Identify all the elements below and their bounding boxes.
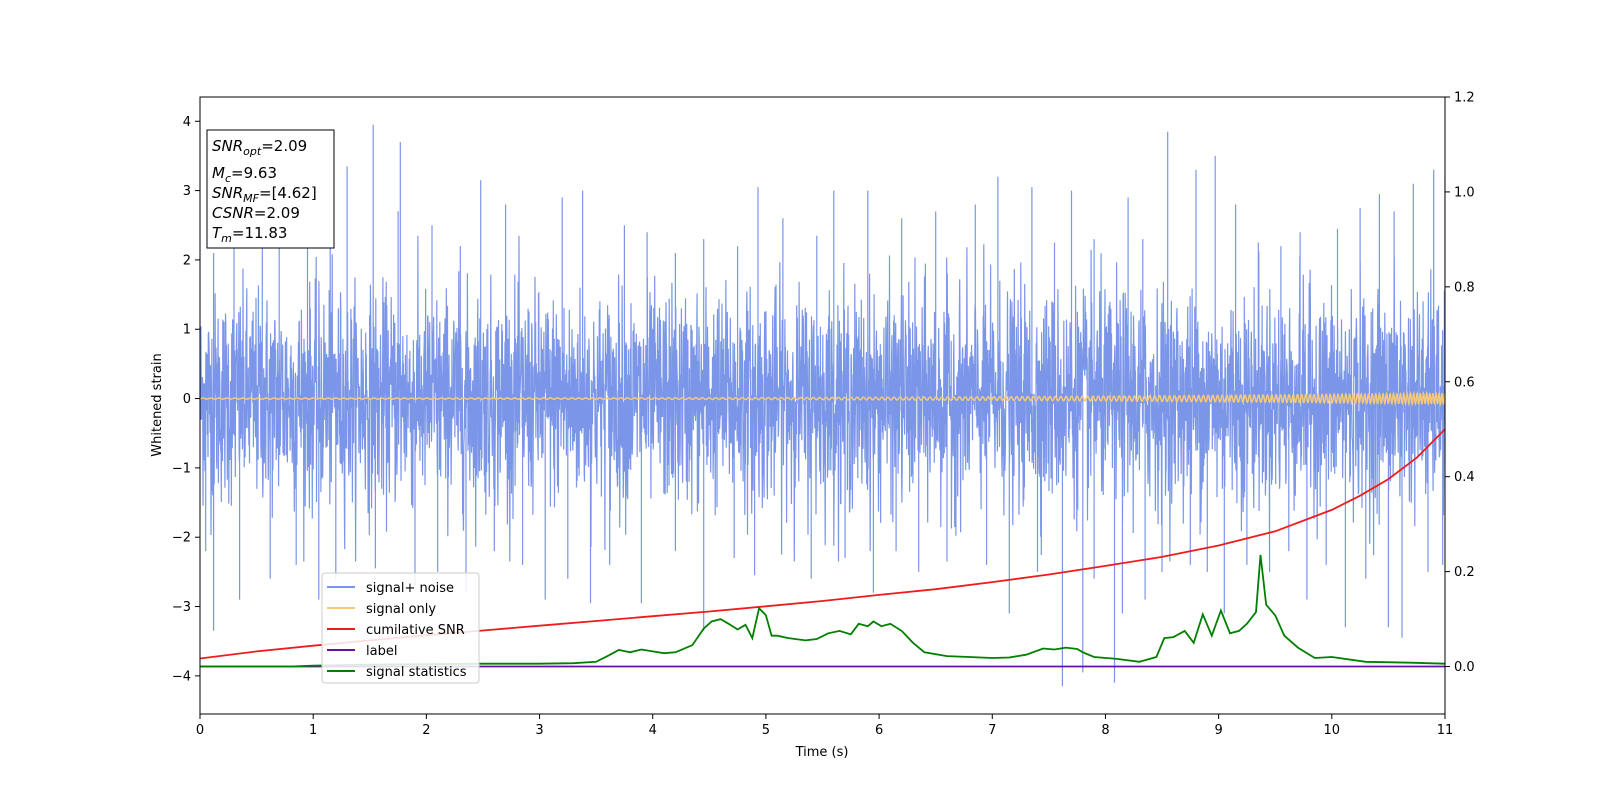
info-tm: Tm=11.83 [212,224,287,245]
y-left-tick-label: 1 [183,323,191,338]
x-tick-label: 11 [1437,723,1454,738]
y-right-tick-label: 1.2 [1454,91,1475,106]
y-left-tick-label: 3 [183,184,191,199]
x-tick-label: 7 [988,723,996,738]
y-left-tick-label: −4 [172,669,191,684]
x-tick-label: 4 [649,723,657,738]
y-right-tick-label: 0.4 [1454,470,1475,485]
y-right-tick-label: 0.2 [1454,565,1475,580]
info-snr-opt: SNRopt=2.09 [212,137,307,158]
x-tick-label: 0 [196,723,204,738]
y-left-tick-label: −3 [172,600,191,615]
x-tick-label: 9 [1214,723,1222,738]
x-tick-label: 3 [535,723,543,738]
tick-layer: 0 1 2 3 4 5 6 7 8 9 10 1143210−1−2−3−41.21.00.80.60… [172,91,1475,739]
info-mc: Mc=9.63 [212,164,277,185]
legend-frame [321,572,480,684]
series-signal-noise-line [200,124,1445,687]
y-left-tick-label: 4 [183,115,191,130]
y-left-tick-label: 0 [183,392,191,407]
x-tick-label: 10 [1324,723,1341,738]
y-left-tick-label: 2 [183,253,191,268]
y-left-tick-label: −1 [172,461,191,476]
y-right-tick-label: 1.0 [1454,185,1475,200]
legend-label: signal only [366,602,436,617]
legend: signal+ noise signal only cumilative SNR la… [321,572,480,684]
series-signal-only-line [200,390,1445,407]
info-box: SNRopt=2.09 Mc=9.63 SNRMF=[4.62] CSNR=2.… [206,129,335,249]
y-right-tick-label: 0.6 [1454,375,1475,390]
legend-label: cumilative SNR [366,623,465,638]
legend-label: signal+ noise [366,581,454,596]
x-tick-label: 6 [875,723,883,738]
legend-label: signal statistics [366,665,467,680]
info-box-frame [206,129,335,249]
y-left-tick-label: −2 [172,531,191,546]
info-csnr: CSNR=2.09 [212,204,300,222]
y-axis-label: Whitened strain [150,353,165,456]
x-tick-label: 2 [422,723,430,738]
y-right-tick-label: 0.0 [1454,660,1475,675]
legend-label: label [366,644,397,659]
x-tick-label: 8 [1101,723,1109,738]
x-tick-label: 5 [762,723,770,738]
series-signal-statistics-line [200,554,1445,668]
x-tick-label: 1 [309,723,317,738]
axes-frame [199,96,1446,715]
x-axis-label: Time (s) [795,745,849,760]
y-right-tick-label: 0.8 [1454,280,1475,295]
info-snr-mf: SNRMF=[4.62] [212,184,317,205]
